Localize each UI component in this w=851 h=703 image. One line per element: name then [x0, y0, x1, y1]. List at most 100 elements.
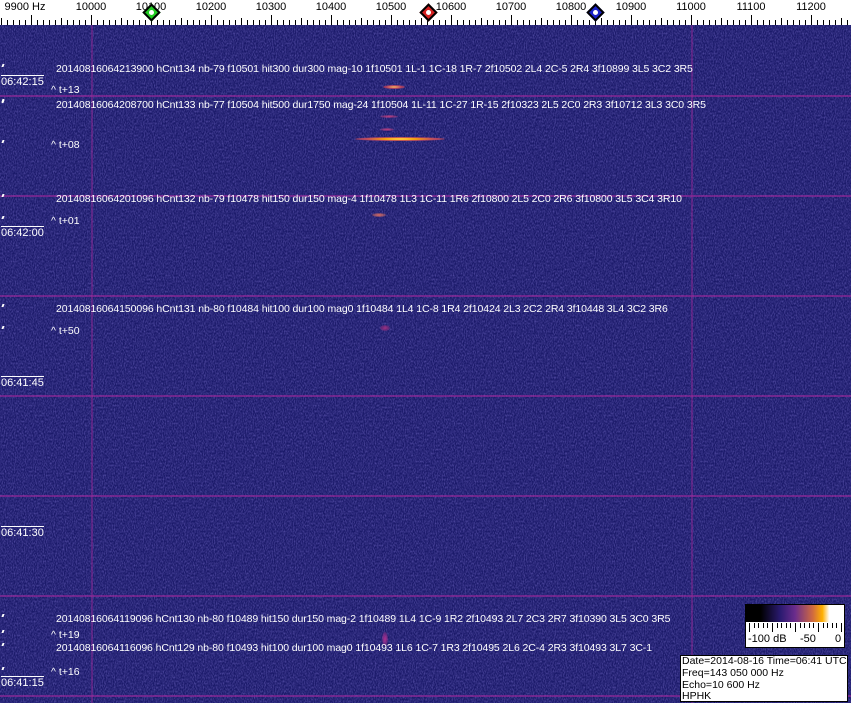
- grid-line: [91, 25, 93, 703]
- freq-tick: [835, 20, 836, 25]
- freq-label: 10300: [255, 1, 287, 13]
- freq-tick: [553, 20, 554, 25]
- freq-tick: [343, 20, 344, 25]
- colorbar-tick: [808, 623, 810, 628]
- freq-tick: [661, 18, 662, 25]
- freq-tick: [361, 18, 362, 25]
- freq-tick: [571, 15, 572, 25]
- freq-label: 10700: [495, 1, 527, 13]
- freq-tick: [97, 20, 98, 25]
- time-label: 06:41:30: [1, 526, 44, 539]
- colorbar-tick: [781, 623, 783, 628]
- freq-tick: [481, 18, 482, 25]
- colorbar-tick: [785, 623, 787, 628]
- freq-tick: [25, 20, 26, 25]
- freq-tick: [295, 20, 296, 25]
- info-station: HPHK: [682, 690, 712, 703]
- freq-tick: [841, 18, 842, 25]
- freq-tick: [235, 20, 236, 25]
- freq-tick: [67, 20, 68, 25]
- time-label: 06:41:45: [1, 376, 44, 389]
- info-box: Date=2014-08-16 Time=06:41 UTC Freq=143 …: [680, 655, 848, 702]
- freq-tick: [91, 15, 92, 25]
- freq-tick: [55, 20, 56, 25]
- freq-tick: [421, 18, 422, 25]
- detection-record: 20140816064213900 hCnt134 nb-79 f10501 h…: [56, 63, 693, 75]
- detection-record: 20140816064150096 hCnt131 nb-80 f10484 h…: [56, 303, 668, 315]
- freq-tick: [193, 20, 194, 25]
- freq-tick: [157, 20, 158, 25]
- freq-label: 10400: [315, 1, 347, 13]
- colorbar-tick: [804, 623, 806, 628]
- freq-tick: [271, 15, 272, 25]
- freq-tick: [43, 20, 44, 25]
- freq-tick: [403, 20, 404, 25]
- freq-tick: [697, 20, 698, 25]
- colorbar-tick: [758, 623, 760, 628]
- freq-tick: [763, 20, 764, 25]
- freq-tick: [247, 20, 248, 25]
- freq-label: 10800: [555, 1, 587, 13]
- freq-tick: [241, 18, 242, 25]
- frequency-ruler[interactable]: 9900 Hz100001010010200103001040010500106…: [0, 0, 851, 25]
- freq-tick: [373, 20, 374, 25]
- grid-line: [0, 295, 851, 297]
- freq-tick: [187, 20, 188, 25]
- freq-tick: [631, 15, 632, 25]
- freq-tick: [85, 20, 86, 25]
- freq-tick: [73, 20, 74, 25]
- detection-record: 20140816064201096 hCnt132 nb-79 f10478 h…: [56, 193, 682, 205]
- freq-tick: [817, 20, 818, 25]
- detection-offset: ^ t+16: [51, 666, 80, 678]
- colorbar-tick: [841, 623, 842, 632]
- freq-tick: [289, 20, 290, 25]
- freq-tick: [655, 20, 656, 25]
- time-label: 06:41:15: [1, 676, 44, 689]
- colorbar-gradient: [746, 605, 844, 622]
- meteor-echo: [372, 213, 386, 217]
- freq-tick: [217, 20, 218, 25]
- freq-tick: [37, 20, 38, 25]
- grid-line: [0, 695, 851, 697]
- freq-tick: [1, 18, 2, 25]
- detection-offset: ^ t+13: [51, 84, 80, 96]
- freq-label: 9900 Hz: [4, 1, 46, 13]
- freq-tick: [823, 20, 824, 25]
- grid-line: [691, 25, 693, 703]
- freq-tick: [79, 20, 80, 25]
- freq-tick: [769, 20, 770, 25]
- freq-tick: [439, 20, 440, 25]
- freq-label: 11200: [796, 1, 826, 13]
- freq-label: 10000: [75, 1, 107, 13]
- colorbar-tick: [827, 623, 829, 628]
- freq-tick: [433, 20, 434, 25]
- colorbar-tick: [753, 623, 755, 628]
- freq-tick: [181, 18, 182, 25]
- info-echo: Echo=10 600 Hz: [682, 678, 760, 691]
- colorbar-label-mid: -50: [800, 633, 816, 645]
- info-freq: Freq=143 050 000 Hz: [682, 666, 784, 679]
- freq-tick: [427, 20, 428, 25]
- freq-tick: [799, 20, 800, 25]
- freq-tick: [139, 20, 140, 25]
- freq-tick: [331, 15, 332, 25]
- freq-tick: [457, 20, 458, 25]
- time-label: 06:42:15: [1, 75, 44, 88]
- freq-label: 10200: [195, 1, 227, 13]
- freq-tick: [19, 20, 20, 25]
- freq-tick: [169, 20, 170, 25]
- freq-tick: [673, 20, 674, 25]
- freq-label: 10600: [435, 1, 467, 13]
- spectrogram-waterfall: [0, 25, 851, 703]
- freq-tick: [337, 20, 338, 25]
- freq-tick: [277, 20, 278, 25]
- freq-tick: [595, 20, 596, 25]
- freq-tick: [109, 20, 110, 25]
- freq-tick: [385, 20, 386, 25]
- freq-tick: [721, 18, 722, 25]
- freq-tick: [607, 20, 608, 25]
- freq-tick: [253, 20, 254, 25]
- meteor-echo: [380, 115, 398, 118]
- freq-tick: [637, 20, 638, 25]
- detection-record: 20140816064208700 hCnt133 nb-77 f10504 h…: [56, 99, 706, 111]
